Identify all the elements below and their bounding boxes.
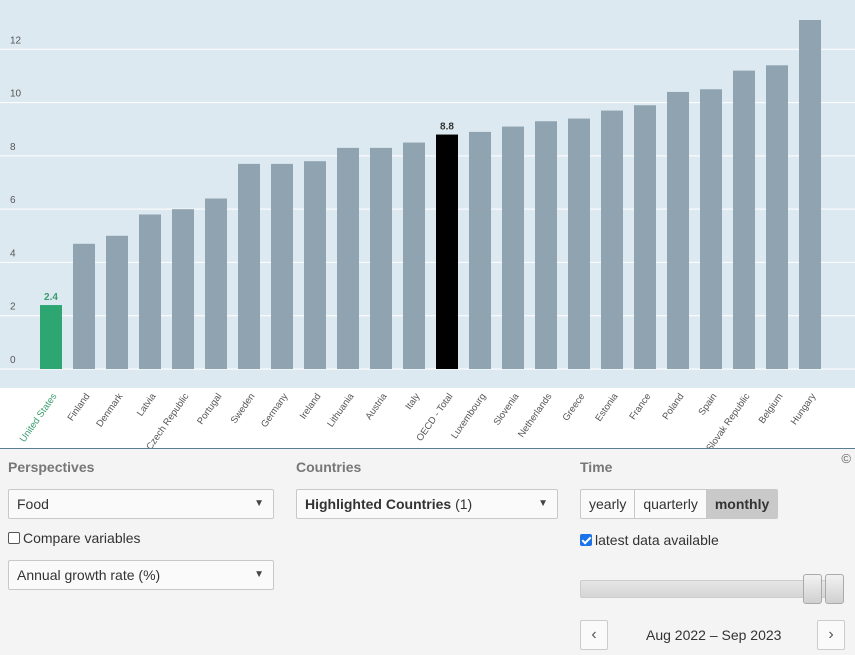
bar: [766, 65, 788, 370]
data-label: 2.4: [44, 292, 58, 303]
bar: [205, 198, 227, 369]
bar: [502, 126, 524, 370]
countries-title: Countries: [296, 459, 362, 475]
data-label: 8.8: [440, 122, 454, 133]
frequency-monthly-button[interactable]: monthly: [705, 489, 779, 519]
bar: [436, 134, 458, 369]
latest-data-label[interactable]: latest data available: [595, 532, 719, 548]
copyright-icon[interactable]: ©: [841, 451, 851, 466]
frequency-toggle: yearly quarterly monthly: [580, 489, 846, 519]
time-slider-start-handle[interactable]: [803, 574, 822, 604]
perspectives-title: Perspectives: [8, 459, 95, 475]
bar: [667, 91, 689, 369]
bar: [172, 209, 194, 369]
chart-svg: 0 2 4 6 8 10 12 2.4 United States Finland Denmark L…: [0, 0, 855, 448]
frequency-yearly-button[interactable]: yearly: [580, 489, 636, 519]
x-tick-label: Hungary: [789, 391, 819, 427]
y-tick-label: 12: [10, 35, 22, 46]
y-tick-label: 0: [10, 355, 16, 366]
y-tick-label: 6: [10, 195, 16, 206]
countries-count: (1): [455, 496, 473, 512]
compare-variables-row[interactable]: Compare variables: [8, 530, 274, 546]
bar: [139, 214, 161, 369]
dropdown-arrow-icon: ▼: [254, 569, 264, 580]
controls-panel: © Perspectives Food ▼ Compare variables …: [0, 448, 855, 655]
indicator-select[interactable]: Food ▼: [8, 489, 274, 519]
x-tick-label: Luxembourg: [449, 391, 488, 441]
bar: [238, 163, 260, 369]
bar: [304, 161, 326, 369]
x-tick-label: Greece: [561, 391, 588, 423]
x-tick-label: Poland: [660, 391, 686, 422]
bar: [799, 20, 821, 369]
time-title: Time: [580, 459, 613, 475]
x-tick-label: Lithuania: [325, 391, 357, 429]
bar: [403, 142, 425, 369]
x-tick-label: Portugal: [195, 391, 224, 426]
plot-background: [0, 0, 855, 388]
compare-variables-label[interactable]: Compare variables: [23, 530, 141, 546]
countries-select-value: Highlighted Countries: [305, 496, 452, 512]
bar: [370, 147, 392, 369]
bar: [40, 305, 62, 369]
bar-chart: 0 2 4 6 8 10 12 2.4 United States Finland Denmark L…: [0, 0, 855, 448]
x-tick-label: Finland: [66, 391, 93, 423]
chevron-left-icon[interactable]: ‹: [580, 620, 608, 650]
x-tick-label: Spain: [697, 391, 720, 417]
x-tick-label: Netherlands: [516, 391, 555, 439]
time-slider-end-handle[interactable]: [825, 574, 844, 604]
x-tick-label: United States: [18, 391, 60, 444]
y-tick-label: 2: [10, 302, 16, 313]
compare-variables-checkbox[interactable]: [8, 532, 20, 544]
bar: [601, 110, 623, 370]
indicator-select-value: Food: [17, 496, 49, 512]
y-tick-label: 4: [10, 248, 16, 259]
bar: [733, 70, 755, 370]
dropdown-arrow-icon: ▼: [538, 498, 548, 509]
measure-select-value: Annual growth rate (%): [17, 567, 161, 583]
x-tick-label: Latvia: [135, 391, 159, 419]
x-tick-label: Slovenia: [492, 391, 522, 428]
x-tick-label: Sweden: [229, 391, 258, 425]
chevron-right-icon[interactable]: ›: [817, 620, 845, 650]
perspectives-panel: Perspectives Food ▼ Compare variables An…: [8, 459, 274, 590]
bar: [634, 105, 656, 370]
dropdown-arrow-icon: ▼: [254, 498, 264, 509]
frequency-quarterly-button[interactable]: quarterly: [634, 489, 707, 519]
y-tick-label: 10: [10, 89, 22, 100]
time-panel: Time yearly quarterly monthly latest dat…: [580, 459, 846, 655]
x-tick-label: Belgium: [757, 391, 786, 425]
bar: [568, 118, 590, 370]
x-tick-label: France: [627, 391, 653, 422]
bar: [73, 243, 95, 369]
latest-data-checkbox[interactable]: [580, 534, 592, 546]
bar: [700, 89, 722, 369]
countries-panel: Countries Highlighted Countries (1) ▼: [296, 459, 558, 519]
x-tick-label: Germany: [259, 391, 291, 430]
x-tick-label: Austria: [363, 391, 389, 422]
bar: [535, 121, 557, 370]
latest-data-row[interactable]: latest data available: [580, 532, 846, 548]
y-tick-label: 8: [10, 142, 16, 153]
date-range-label: Aug 2022 – Sep 2023: [646, 627, 782, 643]
bar: [337, 147, 359, 369]
x-tick-label: Italy: [403, 391, 422, 412]
countries-select[interactable]: Highlighted Countries (1) ▼: [296, 489, 558, 519]
x-tick-label: Denmark: [94, 391, 125, 429]
bar: [469, 131, 491, 369]
bar: [271, 163, 293, 369]
bar: [106, 235, 128, 369]
x-tick-label: Ireland: [298, 391, 324, 421]
x-tick-label: Estonia: [593, 391, 621, 424]
measure-select[interactable]: Annual growth rate (%) ▼: [8, 560, 274, 590]
